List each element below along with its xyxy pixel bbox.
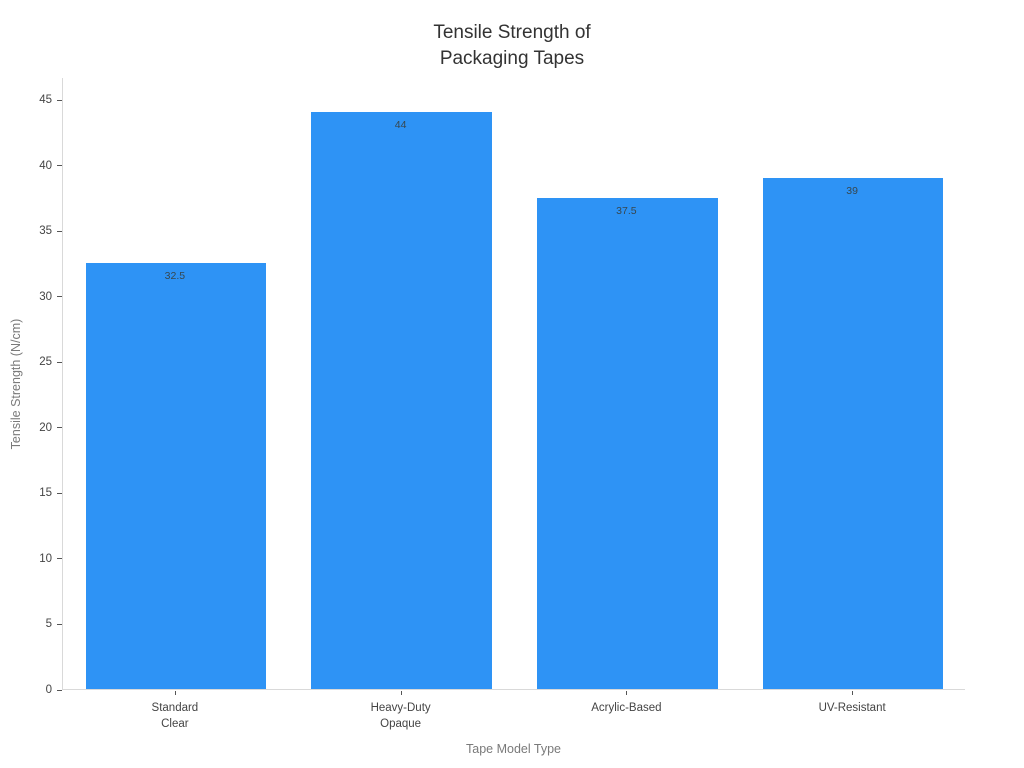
bar-0 <box>85 263 267 689</box>
bar-2 <box>537 197 718 689</box>
y-tick-mark <box>57 165 62 167</box>
bar-value-label: 44 <box>394 119 407 132</box>
x-tick-label: Acrylic-Based <box>591 702 662 714</box>
y-tick-mark <box>57 623 62 625</box>
y-tick-label: 40 <box>39 159 52 172</box>
x-tick-mark <box>400 691 402 695</box>
bar-1 <box>311 112 492 689</box>
x-tick-mark <box>852 691 854 695</box>
y-tick-mark <box>57 558 62 560</box>
x-tick-mark <box>626 691 628 695</box>
bar-3 <box>762 177 944 689</box>
bar-value-label: 39 <box>846 184 858 197</box>
chart-title: Tensile Strength of Packaging Tapes <box>433 22 591 69</box>
y-tick-mark <box>57 361 62 363</box>
y-tick-mark <box>57 689 62 691</box>
y-tick-label: 10 <box>39 552 52 565</box>
y-tick-mark <box>57 296 62 298</box>
x-tick-label: Standard Clear <box>151 702 199 730</box>
y-tick-mark <box>57 230 62 232</box>
y-tick-label: 35 <box>39 225 52 238</box>
y-tick-label: 30 <box>39 290 52 303</box>
x-axis-title: Tape Model Type <box>466 742 561 756</box>
bar-value-label: 37.5 <box>616 204 637 217</box>
x-tick-label: UV-Resistant <box>818 702 886 714</box>
y-tick-label: 0 <box>45 684 52 696</box>
y-axis-title: Tensile Strength (N/cm) <box>9 318 23 450</box>
bar-value-label: 32.5 <box>164 270 186 283</box>
y-tick-label: 45 <box>39 94 52 107</box>
y-tick-label: 25 <box>39 356 52 369</box>
x-tick-label: Heavy-Duty Opaque <box>370 702 431 730</box>
y-tick-mark <box>57 492 62 494</box>
plot-area <box>62 78 965 690</box>
y-tick-label: 20 <box>39 421 52 434</box>
y-tick-label: 15 <box>39 487 52 500</box>
y-tick-label: 5 <box>45 618 52 631</box>
x-tick-mark <box>174 691 176 695</box>
y-tick-mark <box>57 427 62 429</box>
y-tick-mark <box>57 99 62 101</box>
